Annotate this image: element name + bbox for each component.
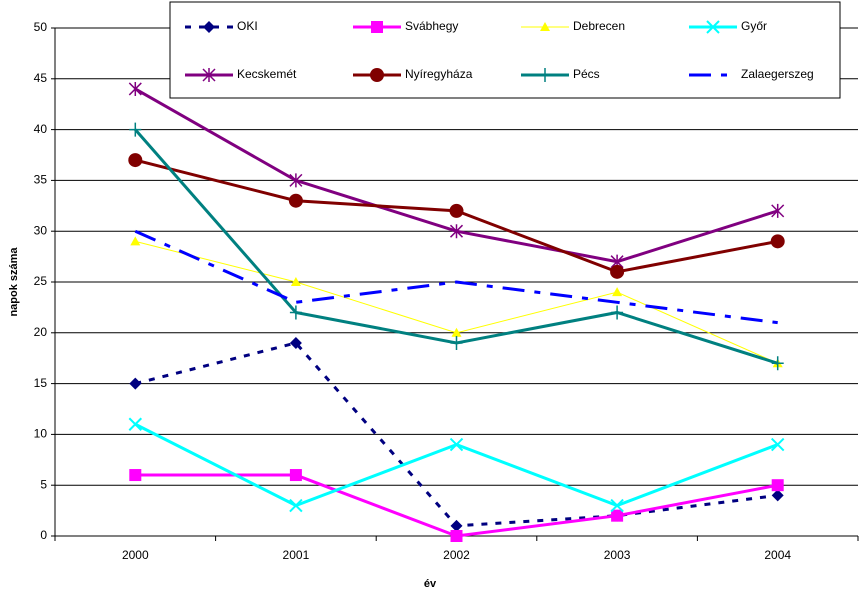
data-point xyxy=(449,203,464,218)
data-point xyxy=(771,356,784,371)
data-point xyxy=(128,153,143,168)
data-point xyxy=(450,335,463,350)
legend-label: Nyíregyháza xyxy=(405,67,473,81)
data-point xyxy=(770,234,785,249)
data-point xyxy=(450,530,463,542)
legend-marker xyxy=(706,20,720,34)
legend-marker xyxy=(202,68,216,82)
x-tick-label: 2002 xyxy=(443,548,470,562)
x-tick-label: 2003 xyxy=(604,548,631,562)
data-point xyxy=(612,287,623,297)
data-point xyxy=(771,203,785,218)
data-point xyxy=(771,489,784,502)
data-point xyxy=(129,469,142,482)
data-point xyxy=(290,277,301,286)
y-tick-label: 40 xyxy=(34,122,48,136)
legend-marker xyxy=(371,21,383,33)
data-point xyxy=(289,498,303,513)
legend-label: Kecskemét xyxy=(237,67,297,81)
legend-marker xyxy=(203,21,215,33)
data-point xyxy=(771,479,784,492)
data-point xyxy=(770,437,785,452)
data-point xyxy=(449,437,464,452)
legend-marker xyxy=(540,22,550,31)
data-point xyxy=(611,305,624,320)
data-point xyxy=(611,509,624,522)
legend-marker xyxy=(539,68,551,82)
data-point xyxy=(130,236,141,246)
y-tick-label: 0 xyxy=(40,528,47,542)
x-tick-label: 2001 xyxy=(283,548,310,562)
legend-label: Svábhegy xyxy=(405,19,458,33)
data-point xyxy=(289,305,302,320)
y-axis-title: napok száma xyxy=(8,247,20,317)
data-point xyxy=(128,417,143,431)
series-line xyxy=(134,422,779,508)
x-axis-title: év xyxy=(424,578,437,590)
x-tick-label: 2000 xyxy=(122,548,149,562)
data-point xyxy=(610,264,625,279)
legend-label: Zalaegerszeg xyxy=(741,67,814,81)
legend xyxy=(169,1,841,99)
y-tick-label: 20 xyxy=(34,325,48,339)
legend-label: OKI xyxy=(237,19,258,33)
series-line xyxy=(134,229,778,325)
legend-label: Pécs xyxy=(573,67,600,81)
data-point xyxy=(129,122,142,137)
data-point xyxy=(289,173,303,188)
data-point xyxy=(289,336,302,349)
data-point xyxy=(129,377,142,390)
data-point xyxy=(450,519,463,532)
y-tick-label: 5 xyxy=(40,477,47,491)
y-tick-label: 10 xyxy=(34,427,48,441)
y-tick-label: 45 xyxy=(34,71,48,85)
legend-label: Győr xyxy=(741,19,767,33)
data-point xyxy=(288,193,303,208)
data-point xyxy=(451,327,462,337)
y-tick-label: 15 xyxy=(34,376,48,390)
legend-label: Debrecen xyxy=(573,19,625,33)
y-tick-label: 50 xyxy=(34,20,48,34)
data-point xyxy=(610,498,624,513)
data-point xyxy=(449,224,464,239)
legend-marker xyxy=(370,68,384,82)
y-tick-label: 30 xyxy=(34,223,48,237)
y-tick-label: 25 xyxy=(34,274,48,288)
y-tick-label: 35 xyxy=(34,173,48,187)
data-point xyxy=(289,469,302,482)
x-tick-label: 2004 xyxy=(764,548,791,562)
data-point xyxy=(128,81,142,96)
